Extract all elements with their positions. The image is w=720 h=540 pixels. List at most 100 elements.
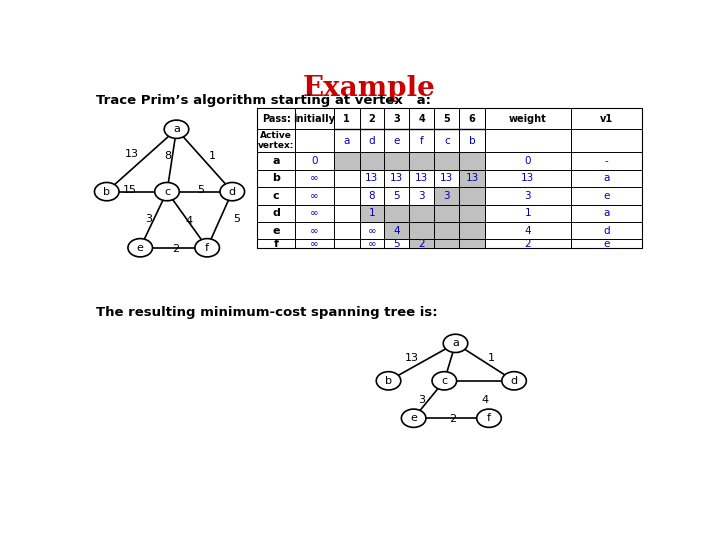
Circle shape <box>220 183 245 201</box>
Text: ∞: ∞ <box>367 226 376 235</box>
Text: 4: 4 <box>393 226 400 235</box>
Text: 5: 5 <box>444 114 450 124</box>
Bar <box>409 205 434 222</box>
Text: 5: 5 <box>393 239 400 248</box>
Text: 13: 13 <box>390 173 403 183</box>
Bar <box>384 152 409 170</box>
Text: 4: 4 <box>481 395 488 406</box>
Text: e: e <box>393 136 400 146</box>
Text: a: a <box>603 208 610 218</box>
Circle shape <box>164 120 189 138</box>
Bar <box>434 187 459 205</box>
Text: c: c <box>164 187 170 197</box>
Text: ∞: ∞ <box>310 173 319 183</box>
Text: e: e <box>603 239 610 248</box>
Text: 8: 8 <box>165 151 171 161</box>
Text: Example: Example <box>302 75 436 102</box>
Text: 13: 13 <box>415 173 428 183</box>
Text: 1: 1 <box>524 208 531 218</box>
Circle shape <box>401 409 426 427</box>
Text: a: a <box>603 173 610 183</box>
Text: 2: 2 <box>172 244 179 254</box>
Text: 0: 0 <box>524 156 531 166</box>
Bar <box>459 239 485 248</box>
Text: 13: 13 <box>440 173 454 183</box>
Bar <box>434 205 459 222</box>
Circle shape <box>195 239 220 257</box>
Text: c: c <box>441 376 447 386</box>
Text: b: b <box>385 376 392 386</box>
Text: 3: 3 <box>418 395 425 404</box>
Text: d: d <box>369 136 375 146</box>
Text: 0: 0 <box>311 156 318 166</box>
Bar <box>359 205 384 222</box>
Text: d: d <box>229 187 236 197</box>
Text: e: e <box>603 191 610 201</box>
Text: d: d <box>510 376 518 386</box>
Circle shape <box>477 409 501 427</box>
Text: 3: 3 <box>444 191 450 201</box>
Text: 1: 1 <box>369 208 375 218</box>
Text: Pass:: Pass: <box>261 114 291 124</box>
Text: 4: 4 <box>524 226 531 235</box>
Text: 4: 4 <box>418 114 425 124</box>
Text: a: a <box>173 124 180 134</box>
Bar <box>434 222 459 239</box>
Text: 5: 5 <box>233 214 240 224</box>
Text: ∞: ∞ <box>310 191 319 201</box>
Text: ∞: ∞ <box>367 239 376 248</box>
Bar <box>459 205 485 222</box>
Text: 5: 5 <box>197 185 204 194</box>
Text: 3: 3 <box>524 191 531 201</box>
Text: c: c <box>273 191 279 201</box>
Circle shape <box>502 372 526 390</box>
Text: 3: 3 <box>393 114 400 124</box>
Text: 13: 13 <box>125 149 139 159</box>
Text: 2: 2 <box>418 239 425 248</box>
Bar <box>258 109 642 248</box>
Text: ∞: ∞ <box>310 208 319 218</box>
Text: b: b <box>469 136 475 146</box>
Text: 13: 13 <box>405 353 419 363</box>
Bar <box>334 152 359 170</box>
Text: -: - <box>605 156 608 166</box>
Text: 15: 15 <box>123 185 138 194</box>
Text: a: a <box>272 156 280 166</box>
Text: 2: 2 <box>449 414 456 424</box>
Circle shape <box>444 334 468 353</box>
Bar <box>459 187 485 205</box>
Text: ∞: ∞ <box>310 239 319 248</box>
Bar <box>384 222 409 239</box>
Text: 3: 3 <box>418 191 425 201</box>
Text: initially: initially <box>293 114 336 124</box>
Text: 5: 5 <box>393 191 400 201</box>
Text: c: c <box>444 136 450 146</box>
Text: 2: 2 <box>369 114 375 124</box>
Bar <box>409 152 434 170</box>
Bar <box>434 239 459 248</box>
Bar <box>409 222 434 239</box>
Text: f: f <box>420 136 423 146</box>
Bar <box>434 152 459 170</box>
Text: 13: 13 <box>365 173 379 183</box>
Text: 13: 13 <box>465 173 479 183</box>
Text: 13: 13 <box>521 173 534 183</box>
Text: 1: 1 <box>210 151 216 161</box>
Text: e: e <box>410 413 417 423</box>
Text: d: d <box>272 208 280 218</box>
Text: e: e <box>272 226 280 235</box>
Text: f: f <box>274 239 279 248</box>
Text: Trace Prim’s algorithm starting at vertex   a:: Trace Prim’s algorithm starting at verte… <box>96 94 431 107</box>
Bar <box>384 205 409 222</box>
Text: b: b <box>272 173 280 183</box>
Text: e: e <box>137 243 144 253</box>
Circle shape <box>94 183 119 201</box>
Bar <box>459 152 485 170</box>
Text: 4: 4 <box>186 215 193 226</box>
Circle shape <box>377 372 401 390</box>
Text: The resulting minimum-cost spanning tree is:: The resulting minimum-cost spanning tree… <box>96 306 437 319</box>
Bar <box>459 170 485 187</box>
Bar <box>409 239 434 248</box>
Text: b: b <box>103 187 110 197</box>
Circle shape <box>432 372 456 390</box>
